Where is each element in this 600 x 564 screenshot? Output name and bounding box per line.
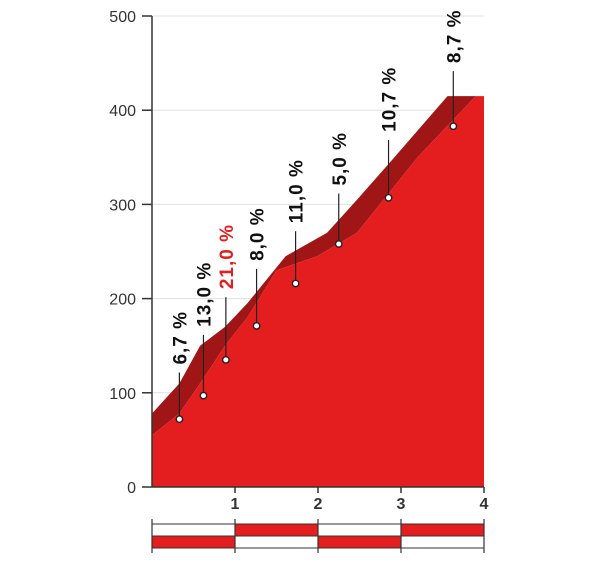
profile-areas	[152, 96, 484, 487]
grade-label-7: 8,7 %	[444, 10, 465, 64]
grade-marker-2	[221, 355, 230, 364]
grade-label-3: 8,0 %	[248, 207, 269, 261]
grade-label-6: 10,7 %	[380, 67, 401, 132]
x-tick-label-4: 4	[480, 496, 489, 513]
scale-segment-bottom-2	[317, 535, 402, 549]
grade-marker-7	[449, 122, 458, 131]
band-area	[152, 96, 484, 436]
y-tick-label-0: 0	[127, 480, 136, 497]
grade-marker-1	[199, 391, 208, 400]
grade-label-5: 5,0 %	[330, 132, 351, 186]
y-tick-label-500: 500	[109, 9, 136, 26]
scale-segment-top-1	[234, 523, 319, 537]
x-tick-label-3: 3	[397, 496, 406, 513]
y-tick-label-100: 100	[109, 386, 136, 403]
y-tick-label-200: 200	[109, 292, 136, 309]
grade-marker-3	[252, 322, 261, 330]
scale-segment-top-3	[400, 523, 485, 537]
grade-marker-6	[384, 193, 393, 202]
grade-marker-5	[334, 240, 343, 248]
scale-segment-top-2	[317, 523, 402, 537]
grade-label-0: 6,7 %	[170, 311, 191, 365]
x-tick-label-2: 2	[314, 496, 323, 513]
grade-label-4: 11,0 %	[287, 159, 308, 223]
scale-segment-top-0	[151, 523, 236, 537]
y-tick-label-300: 300	[109, 197, 136, 214]
scale-segment-bottom-1	[234, 535, 319, 549]
x-tick-label-1: 1	[231, 496, 240, 513]
scale-segment-bottom-3	[400, 535, 485, 549]
grade-label-1: 13,0 %	[194, 262, 215, 327]
profile-area	[152, 96, 484, 487]
distance-scale-bar	[151, 519, 485, 553]
grade-marker-4	[291, 279, 300, 288]
y-tick-label-400: 400	[109, 103, 136, 120]
grade-marker-0	[175, 415, 184, 424]
scale-segment-bottom-0	[151, 535, 236, 549]
axes: 0 100 200 300 400 500 1 2 3 4	[109, 9, 488, 513]
grade-label-2: 21,0 %	[217, 224, 238, 289]
grade-annotations: 6,7 %13,0 %21,0 % 8,0 % 11,0 % 5,0 % 10,7 % 8…	[170, 10, 465, 424]
